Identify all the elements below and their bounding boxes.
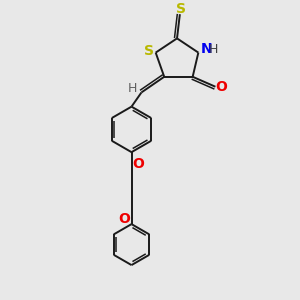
Text: S: S <box>176 2 186 16</box>
Text: O: O <box>132 157 144 170</box>
Text: H: H <box>128 82 137 95</box>
Text: O: O <box>118 212 130 226</box>
Text: N: N <box>200 42 212 56</box>
Text: H: H <box>208 43 218 56</box>
Text: S: S <box>144 44 154 58</box>
Text: O: O <box>216 80 228 94</box>
